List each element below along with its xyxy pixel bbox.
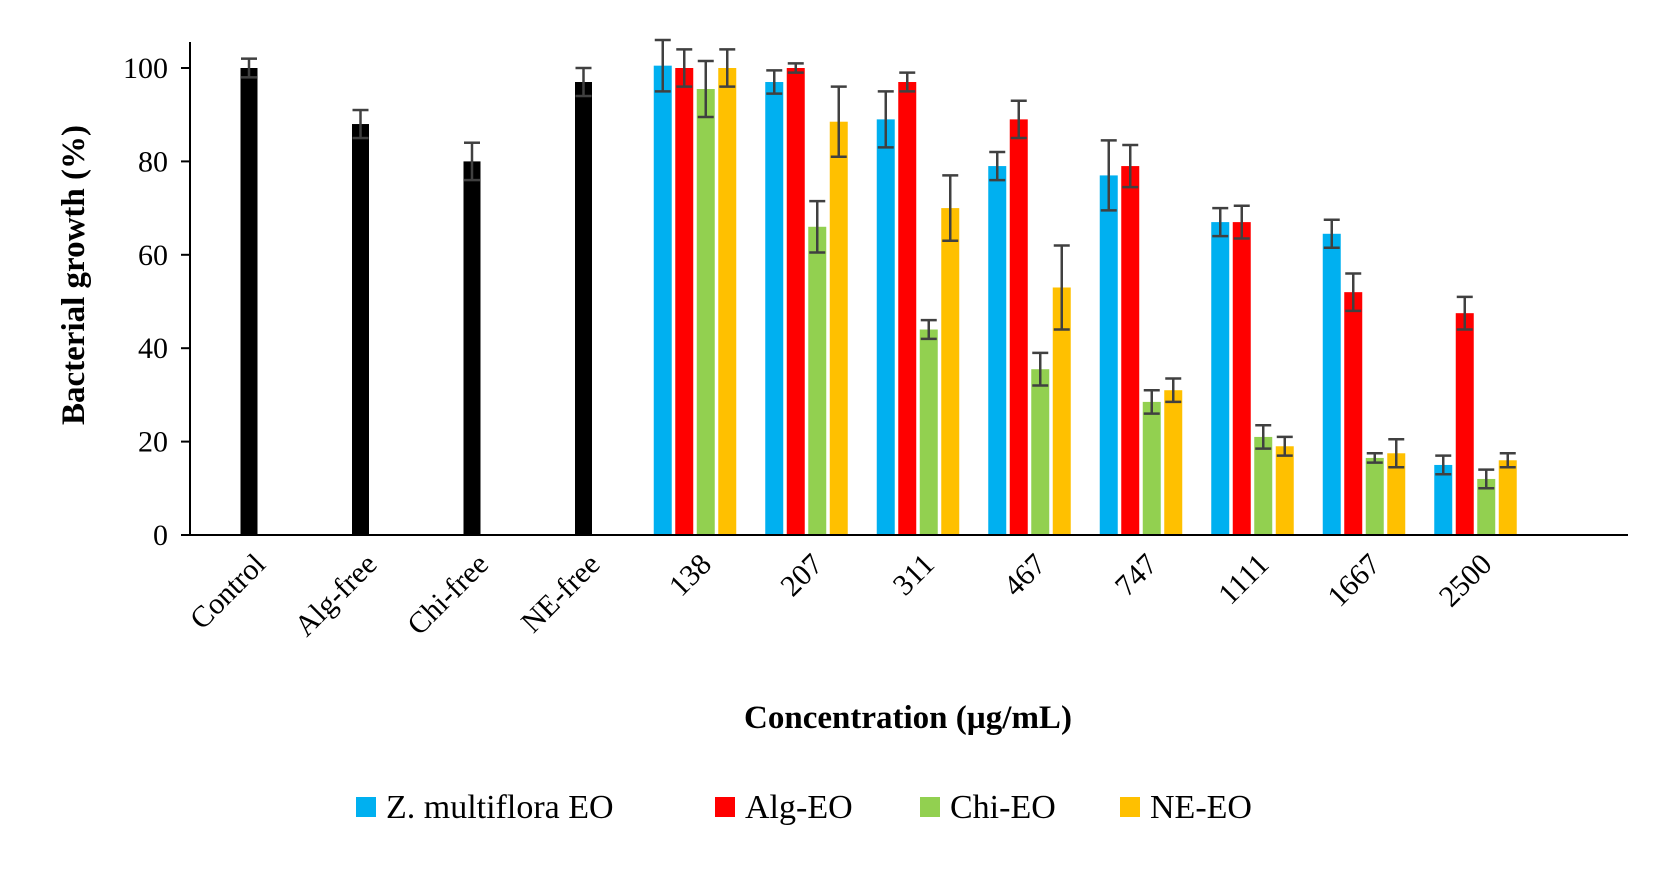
bar-series-2-747 bbox=[1142, 401, 1161, 535]
bar-series-3-2500 bbox=[1498, 460, 1517, 535]
bar-series-1-311 bbox=[898, 82, 917, 535]
bar-series-1-1667 bbox=[1344, 292, 1363, 535]
bar-control-control bbox=[240, 68, 258, 535]
bar-series-2-207 bbox=[808, 226, 827, 535]
x-axis-title: Concentration (µg/mL) bbox=[744, 700, 1072, 736]
bar-series-0-1111 bbox=[1211, 222, 1230, 536]
bar-control-ne-free bbox=[575, 82, 592, 535]
x-tick-label: 138 bbox=[663, 548, 718, 603]
bar-series-2-2500 bbox=[1477, 478, 1496, 535]
bar-series-2-1111 bbox=[1254, 436, 1273, 535]
legend-label: NE-EO bbox=[1150, 789, 1252, 826]
bar-series-0-467 bbox=[988, 166, 1007, 535]
bar-series-1-747 bbox=[1121, 166, 1140, 535]
bar-series-2-138 bbox=[696, 89, 715, 535]
bar-series-3-1667 bbox=[1387, 453, 1406, 535]
bar-series-1-207 bbox=[786, 68, 805, 535]
legend-label: Z. multiflora EO bbox=[386, 789, 614, 826]
legend: Z. multiflora EO Alg-EO Chi-EO NE-EO bbox=[356, 789, 1252, 826]
bar-series-1-138 bbox=[675, 68, 694, 535]
x-tick-label: 207 bbox=[774, 548, 829, 603]
bar-series-1-1111 bbox=[1232, 222, 1251, 536]
y-tick-label: 80 bbox=[138, 145, 168, 178]
y-ticks: 0 20 40 60 80 100 bbox=[123, 52, 190, 552]
bar-series-0-207 bbox=[765, 82, 784, 535]
bar-series-2-467 bbox=[1031, 369, 1050, 535]
bar-series-1-467 bbox=[1009, 119, 1028, 536]
x-tick-label: 1667 bbox=[1321, 548, 1387, 614]
bar-control-chi-free bbox=[463, 161, 481, 535]
legend-swatch bbox=[715, 797, 735, 817]
y-tick-label: 100 bbox=[123, 52, 168, 85]
y-tick-label: 20 bbox=[138, 426, 168, 459]
bar-series-0-2500 bbox=[1434, 464, 1453, 535]
y-tick-label: 60 bbox=[138, 239, 168, 272]
legend-label: Alg-EO bbox=[745, 789, 853, 826]
bar-series-3-1111 bbox=[1275, 446, 1294, 535]
x-tick-label: Control bbox=[184, 548, 272, 636]
bar-series-2-1667 bbox=[1365, 457, 1384, 535]
x-tick-label: 1111 bbox=[1212, 548, 1275, 611]
bar-series-3-747 bbox=[1164, 390, 1183, 535]
y-tick-label: 40 bbox=[138, 332, 168, 365]
bar-series-3-311 bbox=[941, 208, 960, 535]
bar-series-1-2500 bbox=[1455, 313, 1474, 535]
legend-swatch bbox=[356, 797, 376, 817]
bar-series-3-207 bbox=[829, 121, 848, 535]
bar-series-2-311 bbox=[919, 329, 938, 535]
bar-series-0-311 bbox=[876, 119, 895, 536]
x-tick-label: 747 bbox=[1109, 548, 1164, 603]
y-axis-title: Bacterial growth (%) bbox=[56, 125, 92, 425]
y-tick-label: 0 bbox=[153, 519, 168, 552]
legend-swatch bbox=[1120, 797, 1140, 817]
x-tick-label: Alg-free bbox=[288, 548, 383, 643]
bar-series-0-138 bbox=[653, 65, 672, 535]
bar-series-0-1667 bbox=[1322, 233, 1341, 535]
axes bbox=[189, 42, 1628, 536]
bar-series-3-467 bbox=[1052, 287, 1071, 535]
bar-series-3-138 bbox=[718, 68, 737, 535]
x-tick-label: NE-free bbox=[515, 548, 607, 640]
x-tick-label: 311 bbox=[887, 548, 941, 602]
legend-label: Chi-EO bbox=[950, 789, 1056, 826]
x-tick-label: Chi-free bbox=[401, 548, 495, 642]
bar-control-alg-free bbox=[352, 124, 369, 535]
x-tick-label: 2500 bbox=[1433, 548, 1499, 614]
bar-series-0-747 bbox=[1099, 175, 1118, 535]
legend-swatch bbox=[920, 797, 940, 817]
chart-marks bbox=[240, 38, 1517, 536]
x-tick-labels: Control Alg-free Chi-free NE-free 138 207 311 4… bbox=[184, 548, 1499, 643]
x-tick-label: 467 bbox=[997, 548, 1052, 603]
